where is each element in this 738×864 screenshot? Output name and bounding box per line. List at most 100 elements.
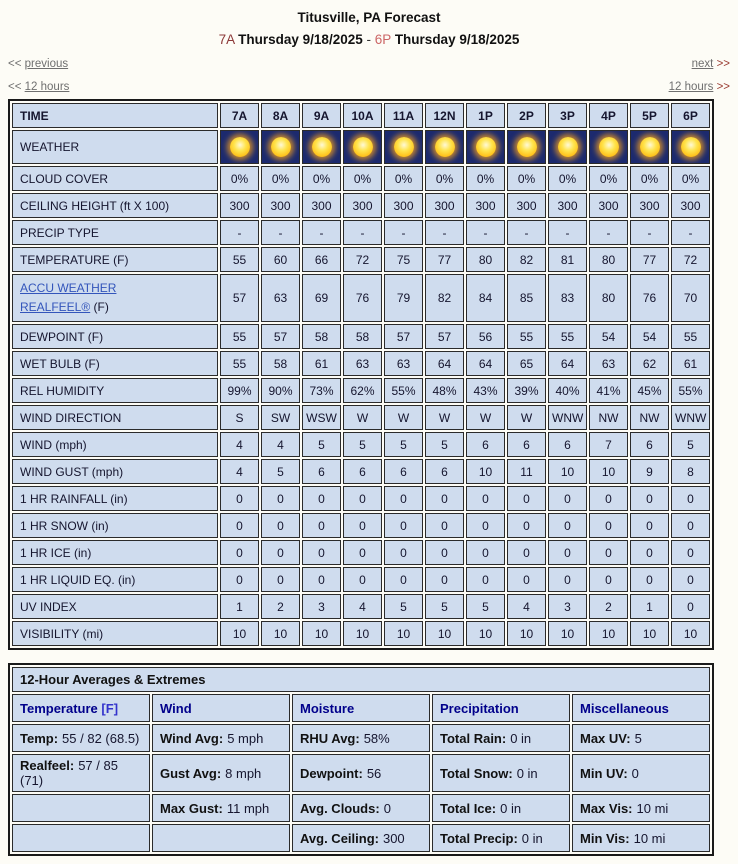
data-cell: 0 [220,567,259,592]
data-cell: 0 [671,567,710,592]
data-cell: 10 [466,621,505,646]
summary-cell: Max Vis: 10 mi [572,794,710,822]
time-header: 8A [261,103,300,128]
data-cell: 0% [425,166,464,191]
data-cell: 0 [589,513,628,538]
data-cell: 11 [507,459,546,484]
row-label: PRECIP TYPE [12,220,218,245]
page-title: Titusville, PA Forecast [297,10,441,25]
data-cell: 0% [343,166,382,191]
temperature-unit-link[interactable]: [F] [101,700,119,716]
data-cell: 0 [466,486,505,511]
data-cell: 62% [343,378,382,403]
data-cell: 0 [384,540,423,565]
data-cell: W [425,405,464,430]
data-cell: W [343,405,382,430]
data-cell: 0 [548,513,587,538]
forecast-table: TIME 7A 8A 9A 10A 11A 12N 1P 2P 3P 4P 5P 6P WEATHER CL… [8,99,714,650]
data-cell: 300 [671,193,710,218]
data-cell: 0 [343,567,382,592]
row-label: WIND GUST (mph) [12,459,218,484]
data-cell: 6 [425,459,464,484]
data-cell: 0 [220,513,259,538]
data-cell: 10 [589,459,628,484]
data-cell: SW [261,405,300,430]
weather-cell [671,130,710,164]
back-12-hours-link[interactable]: 12 hours [24,81,70,93]
data-cell: 57 [425,324,464,349]
data-cell: 57 [384,324,423,349]
data-cell: 0 [425,567,464,592]
next-link[interactable]: next [691,58,714,70]
summary-cell: Total Rain: 0 in [432,724,570,752]
weather-cell [220,130,259,164]
data-cell: 73% [302,378,341,403]
data-cell: WSW [302,405,341,430]
summary-cell: Avg. Clouds: 0 [292,794,430,822]
data-cell: 63 [589,351,628,376]
data-cell: 0 [548,540,587,565]
previous-link[interactable]: previous [24,58,69,70]
accuweather-realfeel-link[interactable]: ACCU WEATHER REALFEEL® [20,280,117,314]
data-cell: 10 [548,621,587,646]
data-cell: 99% [220,378,259,403]
row-label: CLOUD COVER [12,166,218,191]
data-cell: W [384,405,423,430]
data-cell: 0 [220,540,259,565]
data-cell: 300 [466,193,505,218]
nav-right-12: 12 hours >> [669,81,730,93]
data-cell: - [466,220,505,245]
time-label: TIME [12,103,218,128]
data-cell: 43% [466,378,505,403]
row-label: TEMPERATURE (F) [12,247,218,272]
summary-cell [12,824,150,852]
data-cell: 0 [425,540,464,565]
data-cell: 0% [466,166,505,191]
data-cell: 10 [466,459,505,484]
range-separator: - [366,32,372,47]
data-cell: 0 [384,567,423,592]
data-cell: 48% [425,378,464,403]
time-header: 7A [220,103,259,128]
data-cell: 55 [220,247,259,272]
range-start-date: Thursday 9/18/2025 [238,32,363,47]
data-cell: 300 [384,193,423,218]
data-cell: 6 [302,459,341,484]
data-cell: - [261,220,300,245]
data-cell: 61 [671,351,710,376]
sunny-icon [229,137,250,157]
data-cell: 72 [343,247,382,272]
sunny-icon [557,137,578,157]
data-cell: - [220,220,259,245]
row-label: CEILING HEIGHT (ft X 100) [12,193,218,218]
data-cell: 10 [261,621,300,646]
data-cell: 0% [261,166,300,191]
data-cell: 4 [343,594,382,619]
data-cell: WNW [548,405,587,430]
data-cell: 62 [630,351,669,376]
nav-row-hour: << previous next >> [8,58,730,70]
summary-cell: Total Ice: 0 in [432,794,570,822]
data-cell: 76 [343,274,382,322]
summary-column-header: Wind [152,694,290,722]
data-cell: 0% [671,166,710,191]
data-cell: 300 [302,193,341,218]
summary-cell: Total Precip: 0 in [432,824,570,852]
data-cell: 10 [589,621,628,646]
data-cell: WNW [671,405,710,430]
range-end-time: 6P [374,32,392,47]
data-cell: 0 [548,567,587,592]
data-cell: 0 [630,486,669,511]
data-cell: 0 [671,540,710,565]
forward-12-hours-link[interactable]: 12 hours [668,81,714,93]
summary-cell: RHU Avg: 58% [292,724,430,752]
data-cell: 6 [343,459,382,484]
data-cell: 300 [589,193,628,218]
weather-cell [343,130,382,164]
data-cell: 6 [548,432,587,457]
data-cell: 300 [548,193,587,218]
weather-cell [548,130,587,164]
data-cell: 0 [589,540,628,565]
data-cell: - [630,220,669,245]
time-header: 6P [671,103,710,128]
